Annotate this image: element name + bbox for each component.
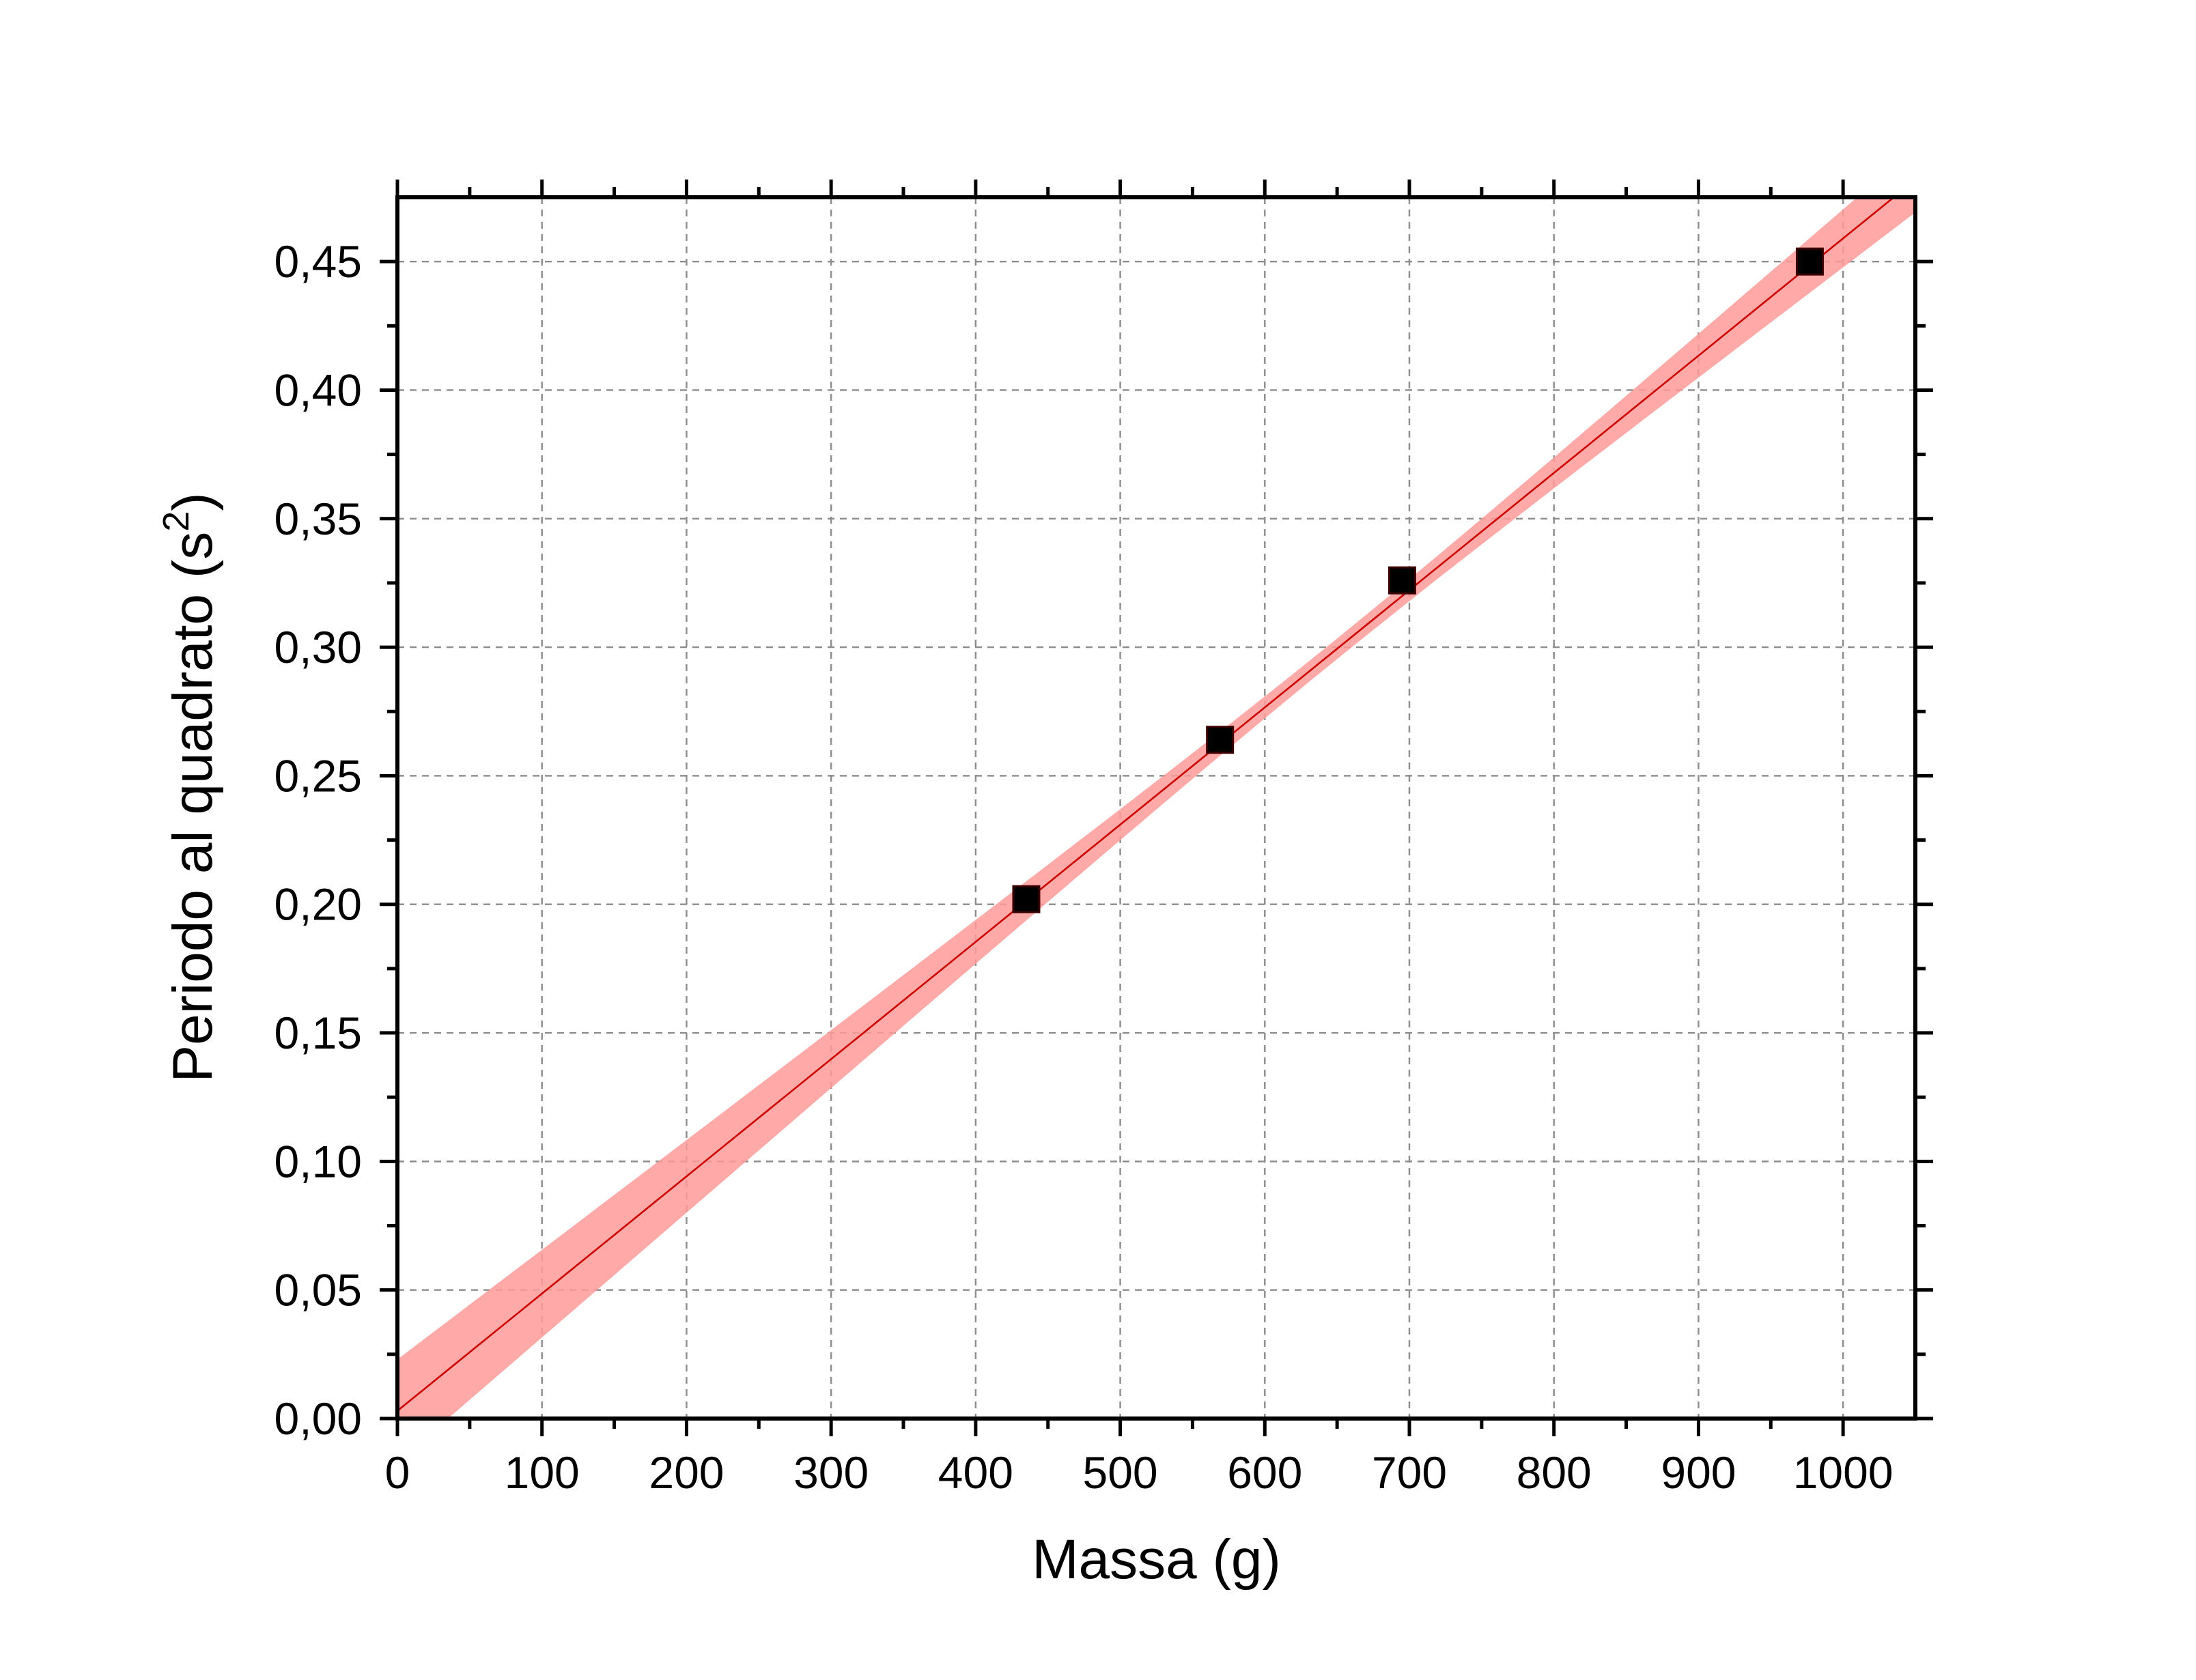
y-tick-label: 0,00	[274, 1393, 362, 1444]
x-tick-label: 0	[385, 1447, 410, 1498]
y-tick-label: 0,45	[274, 236, 362, 287]
x-tick-label: 200	[649, 1447, 724, 1498]
x-axis-title: Massa (g)	[1032, 1528, 1281, 1591]
data-point	[1388, 566, 1416, 595]
data-point	[1206, 726, 1235, 754]
data-point	[1012, 885, 1041, 913]
tick-marks	[380, 180, 1933, 1436]
x-tick-label: 500	[1083, 1447, 1158, 1498]
data-point	[1795, 247, 1824, 276]
x-tick-labels: 0 100 200 300 400 500 600 700 800 900 1000	[385, 1447, 1894, 1498]
y-tick-label: 0,20	[274, 879, 362, 930]
y-tick-label: 0,25	[274, 750, 362, 801]
x-tick-label: 800	[1517, 1447, 1592, 1498]
fit-line	[397, 197, 1896, 1412]
confidence-band	[397, 197, 1915, 1419]
y-tick-label: 0,15	[274, 1008, 362, 1058]
confidence-band-layer	[397, 197, 1915, 1419]
x-tick-label: 300	[793, 1447, 869, 1498]
x-tick-label: 100	[505, 1447, 580, 1498]
y-axis-title-end: )	[162, 492, 224, 511]
data-points	[1012, 247, 1824, 913]
y-axis-title: Periodo al quadrato (s2)	[156, 492, 224, 1082]
x-tick-label: 700	[1372, 1447, 1447, 1498]
y-tick-labels: 0,00 0,05 0,10 0,15 0,20 0,25 0,30 0,35 0,40 0,45	[274, 236, 362, 1444]
y-tick-label: 0,30	[274, 622, 362, 672]
y-tick-label: 0,10	[274, 1136, 362, 1186]
plot-frame	[395, 195, 1917, 1421]
y-axis-title-main: Periodo al quadrato (s	[162, 532, 224, 1083]
y-tick-label: 0,40	[274, 365, 362, 415]
x-tick-label: 1000	[1793, 1447, 1894, 1498]
y-tick-label: 0,35	[274, 494, 362, 544]
x-tick-label: 600	[1227, 1447, 1302, 1498]
fit-line-layer	[397, 197, 1896, 1412]
x-tick-label: 900	[1661, 1447, 1736, 1498]
y-tick-label: 0,05	[274, 1265, 362, 1315]
y-axis-title-superscript: 2	[156, 511, 197, 532]
x-tick-label: 400	[938, 1447, 1013, 1498]
